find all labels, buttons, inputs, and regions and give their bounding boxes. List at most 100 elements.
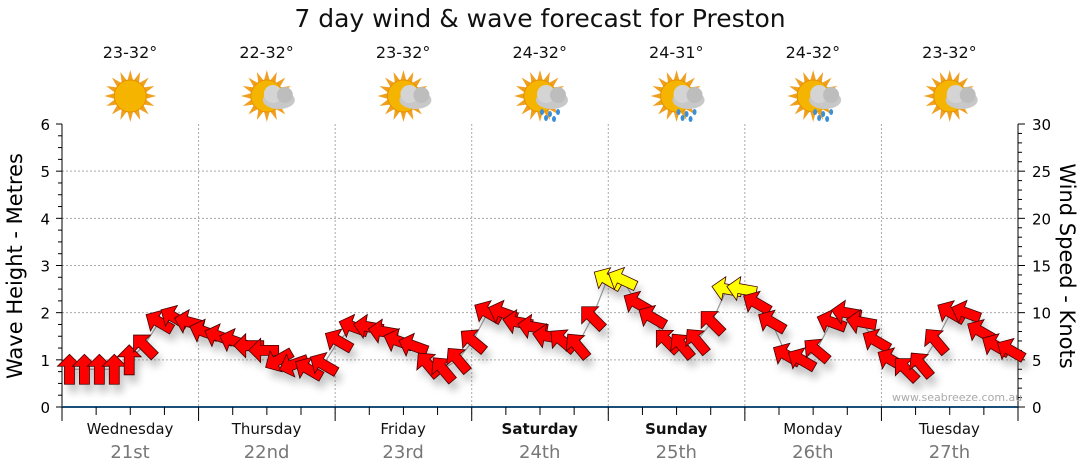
wind-arrow: [116, 344, 143, 376]
sun-ray: [145, 93, 157, 99]
sun-cloud-icon: [377, 70, 432, 122]
sun-ray: [946, 111, 953, 122]
left-tick-label: 2: [40, 305, 50, 323]
wind-arrow: [581, 306, 607, 333]
temperature-range: 23-32°: [102, 43, 158, 62]
wind-arrow: [550, 329, 578, 356]
wind-arrow: [133, 334, 159, 361]
day-label: Friday: [380, 420, 426, 438]
wind-arrow: [248, 337, 280, 364]
right-tick-label: 25: [1032, 163, 1051, 181]
wind-arrow: [309, 352, 340, 377]
rain-drop: [825, 116, 830, 122]
wind-arrow: [758, 309, 788, 335]
right-tick-label: 10: [1032, 305, 1051, 323]
sun-ray: [946, 70, 953, 81]
date-label: 23rd: [382, 442, 424, 463]
sun-ray: [400, 111, 407, 122]
date-label: 24th: [519, 442, 561, 463]
wind-arrow: [862, 328, 893, 354]
day-label: Tuesday: [918, 420, 980, 438]
wind-arrow: [924, 329, 950, 357]
left-tick-label: 0: [40, 399, 50, 417]
temperature-range: 24-32°: [512, 43, 567, 62]
wind-arrow: [416, 352, 443, 380]
rain-drop: [552, 116, 556, 122]
sun-ray: [263, 70, 270, 81]
right-tick-label: 5: [1032, 352, 1042, 370]
wind-arrow: [743, 290, 773, 316]
sun-ray: [127, 70, 134, 81]
sun-ray: [104, 93, 116, 99]
wind-arrow: [398, 332, 430, 357]
day-label: Sunday: [645, 420, 708, 438]
right-axis-label: Wind Speed - Knots: [1055, 163, 1079, 368]
chart-title: 7 day wind & wave forecast for Preston: [294, 4, 786, 33]
right-tick-label: 30: [1032, 116, 1051, 134]
sun-ray: [673, 70, 680, 81]
sun-ray: [514, 93, 525, 99]
wind-arrow: [787, 347, 818, 373]
wind-arrow: [804, 338, 832, 365]
rain-drop: [548, 111, 552, 117]
wind-arrow: [951, 299, 983, 324]
wind-arrow: [997, 337, 1027, 363]
sun-cloud-rain-icon: [787, 70, 842, 122]
temperature-range: 23-32°: [375, 43, 431, 62]
wind-arrow: [608, 266, 639, 292]
sun-ray: [263, 111, 270, 122]
wind-arrow: [700, 311, 727, 337]
wind-arrow: [909, 352, 935, 380]
temperature-range: 24-32°: [785, 43, 841, 62]
cloud: [550, 87, 566, 103]
sun-icon: [104, 70, 157, 122]
day-label: Wednesday: [86, 420, 174, 438]
cloud: [946, 85, 965, 103]
rain-drop: [676, 109, 681, 115]
cloud: [959, 87, 976, 103]
temperature-range: 23-32°: [922, 43, 977, 62]
sun-ray: [923, 93, 935, 99]
cloud: [823, 87, 840, 103]
wind-arrow: [845, 308, 878, 335]
day-label: Monday: [783, 420, 843, 438]
right-tick-label: 15: [1032, 258, 1051, 276]
date-label: 21st: [110, 442, 150, 463]
rain-drop: [540, 109, 544, 115]
left-tick-label: 4: [40, 210, 50, 228]
cloud: [400, 85, 419, 103]
cloud: [537, 85, 555, 103]
rain-drop: [817, 115, 822, 121]
day-label: Saturday: [501, 420, 578, 438]
sun-disc: [113, 79, 147, 113]
right-tick-label: 0: [1032, 399, 1042, 417]
sun-ray: [127, 111, 134, 122]
date-label: 22nd: [243, 442, 290, 463]
wind-arrow: [685, 329, 711, 357]
sun-ray: [537, 70, 543, 81]
rain-drop: [688, 116, 693, 122]
sun-ray: [377, 93, 389, 99]
left-tick-label: 1: [40, 352, 50, 370]
sun-ray: [240, 93, 252, 99]
wind-arrow: [638, 304, 669, 330]
left-axis-label: Wave Height - Metres: [3, 153, 27, 379]
wind-arrow: [446, 347, 472, 376]
sun-cloud-rain-icon: [514, 70, 568, 122]
rain-drop: [556, 109, 560, 115]
date-label: 27th: [928, 442, 971, 463]
right-tick-label: 20: [1032, 210, 1051, 228]
sun-cloud-icon: [240, 70, 295, 122]
rain-drop: [829, 109, 834, 115]
rain-drop: [544, 115, 548, 121]
left-tick-label: 6: [40, 116, 50, 134]
sun-ray: [400, 70, 407, 81]
rain-drop: [821, 111, 826, 117]
wind-arrow: [655, 329, 682, 356]
wind-arrow: [565, 333, 592, 361]
cloud: [276, 87, 293, 103]
sun-ray: [810, 70, 817, 81]
temperature-range: 22-32°: [239, 43, 294, 62]
wind-arrow: [324, 328, 355, 354]
